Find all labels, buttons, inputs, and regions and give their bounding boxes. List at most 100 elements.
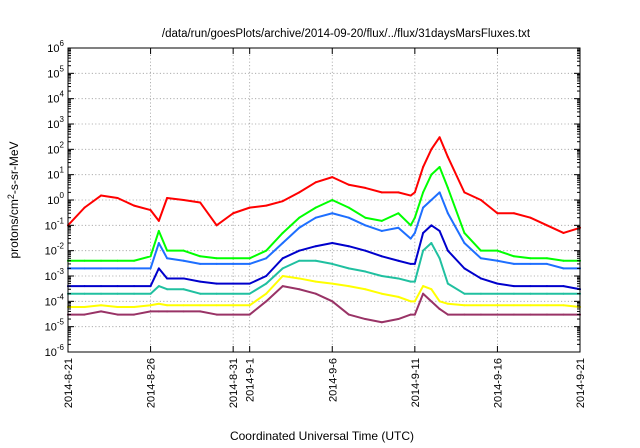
data-point	[529, 285, 532, 288]
data-point	[232, 212, 235, 215]
data-point	[438, 229, 441, 232]
data-point	[83, 313, 86, 316]
data-point	[314, 245, 317, 248]
data-point	[133, 267, 136, 270]
data-point	[248, 304, 251, 307]
data-point	[562, 304, 565, 307]
data-point	[512, 292, 515, 295]
data-point	[133, 305, 136, 308]
data-point	[380, 229, 383, 232]
data-point	[100, 310, 103, 313]
series-line-2	[67, 191, 581, 270]
y-tick-label: 10-6	[45, 343, 65, 359]
data-point	[562, 313, 565, 316]
data-point	[248, 292, 251, 295]
data-point	[562, 285, 565, 288]
x-tick-label: 2014-9-21	[575, 358, 587, 408]
data-point	[364, 216, 367, 219]
data-point	[83, 292, 86, 295]
data-point	[83, 285, 86, 288]
data-point	[149, 285, 152, 288]
data-point	[529, 216, 532, 219]
data-point	[413, 300, 416, 303]
data-point	[430, 199, 433, 201]
data-point	[397, 226, 400, 229]
data-point	[298, 259, 301, 262]
y-tick-label: 10-2	[45, 242, 65, 258]
y-axis-label-exponent: 2	[6, 194, 16, 199]
data-point	[380, 292, 383, 295]
data-point	[157, 310, 160, 313]
data-point	[182, 249, 185, 252]
data-point	[182, 259, 185, 262]
data-point	[380, 219, 383, 222]
data-point	[422, 191, 425, 194]
data-point	[479, 304, 482, 307]
data-point	[347, 267, 350, 270]
data-point	[116, 313, 119, 316]
y-tick-label: 10-4	[45, 292, 65, 308]
data-point	[430, 300, 433, 303]
y-axis-label-rest: -s-sr-MeV	[7, 141, 21, 194]
data-point	[199, 304, 202, 307]
data-point	[232, 282, 235, 285]
data-point	[479, 313, 482, 316]
data-point	[116, 285, 119, 288]
series-layer	[67, 136, 581, 324]
data-point	[380, 191, 383, 194]
data-point	[232, 313, 235, 316]
data-point	[430, 242, 433, 245]
data-point	[116, 259, 119, 262]
data-point	[157, 285, 160, 288]
data-point	[422, 285, 425, 288]
data-point	[100, 267, 103, 270]
data-point	[182, 304, 185, 307]
data-point	[422, 249, 425, 252]
data-point	[529, 262, 532, 265]
data-point	[397, 277, 400, 280]
data-point	[265, 292, 268, 295]
data-point	[182, 288, 185, 291]
y-tick-label: 10-5	[45, 318, 65, 334]
x-tick-label: 2014-8-26	[146, 358, 158, 408]
data-point	[298, 216, 301, 219]
data-point	[331, 176, 334, 179]
data-point	[512, 313, 515, 316]
data-point	[446, 282, 449, 285]
x-tick-label: 2014-8-21	[63, 358, 75, 408]
data-point	[409, 194, 412, 197]
data-point	[409, 313, 412, 316]
data-point	[100, 304, 103, 307]
data-point	[157, 267, 160, 270]
data-point	[446, 302, 449, 305]
data-point	[496, 292, 499, 295]
data-point	[364, 318, 367, 321]
data-point	[232, 257, 235, 260]
data-point	[422, 292, 425, 295]
chart-title: /data/run/goesPlots/archive/2014-09-20/f…	[162, 28, 531, 40]
data-point	[83, 206, 86, 209]
data-point	[265, 257, 268, 260]
y-tick-label: 100	[47, 191, 64, 207]
data-point	[380, 255, 383, 258]
data-point	[463, 242, 466, 245]
data-point	[479, 292, 482, 295]
data-point	[149, 209, 152, 212]
data-point	[215, 282, 218, 285]
data-point	[157, 219, 160, 222]
data-point	[413, 313, 416, 316]
data-point	[446, 249, 449, 252]
data-point	[281, 257, 284, 260]
data-point	[545, 292, 548, 295]
data-point	[248, 257, 251, 260]
data-point	[157, 242, 160, 245]
series-line-4	[67, 242, 581, 295]
data-point	[83, 259, 86, 262]
data-point	[298, 288, 301, 291]
data-point	[397, 191, 400, 194]
data-point	[83, 267, 86, 270]
data-point	[364, 288, 367, 291]
data-point	[438, 166, 441, 169]
data-point	[298, 226, 301, 229]
y-tick-label: 106	[47, 39, 64, 55]
